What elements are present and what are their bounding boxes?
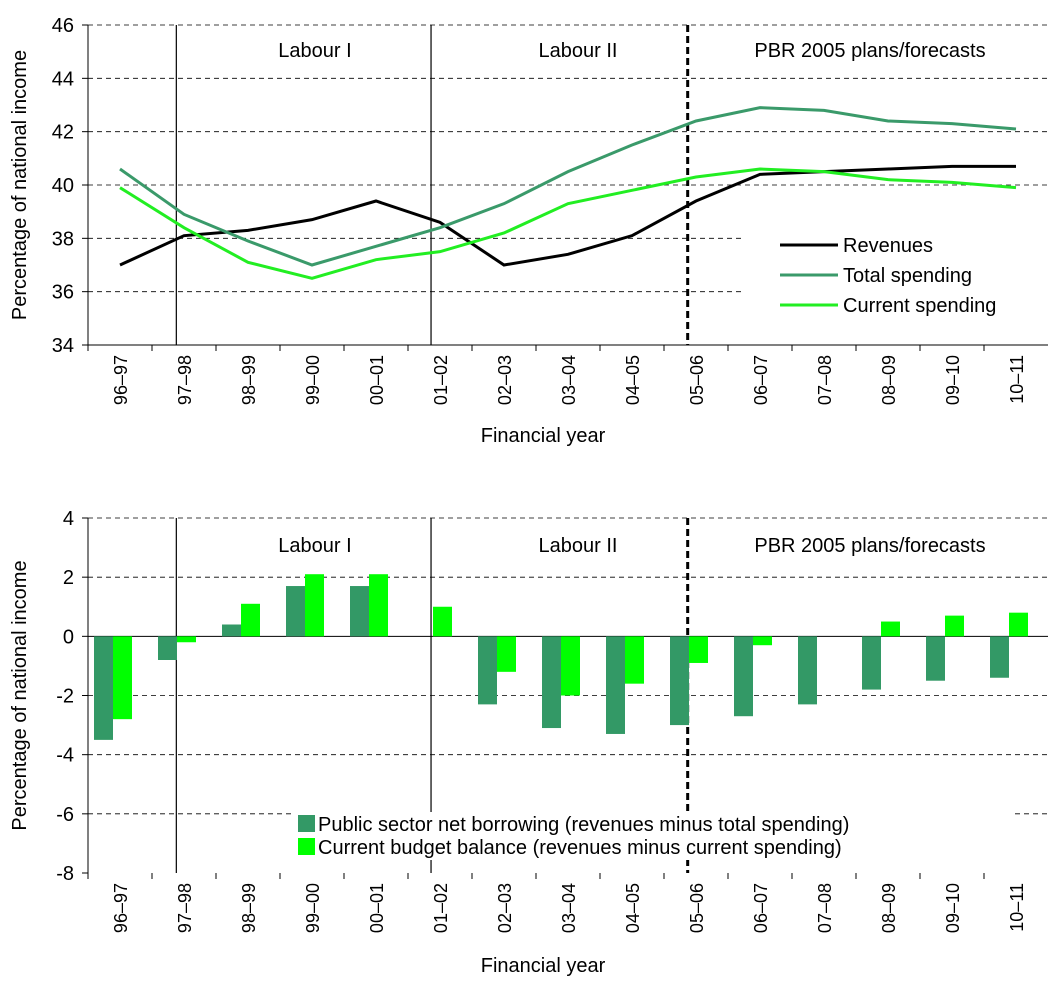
y-tick-label: -2 <box>56 686 74 708</box>
x-tick-label: 04–05 <box>623 355 643 405</box>
legend-label: Current spending <box>843 295 996 317</box>
bar <box>689 636 708 663</box>
bar <box>158 636 177 660</box>
annotation: Labour II <box>539 535 618 557</box>
bar <box>945 615 964 637</box>
bar <box>241 603 260 637</box>
x-tick-label: 00–01 <box>367 355 387 405</box>
x-tick-label: 05–06 <box>687 355 707 405</box>
x-tick-label: 98–99 <box>239 355 259 405</box>
legend-label: Public sector net borrowing (revenues mi… <box>318 814 849 836</box>
x-tick-label: 08–09 <box>879 355 899 405</box>
x-tick-label: 08–09 <box>879 883 899 933</box>
y-tick-label: 4 <box>63 508 74 530</box>
bar <box>798 636 817 705</box>
y-tick-label: -8 <box>56 863 74 885</box>
annotation: Labour I <box>278 535 351 557</box>
y-tick-label: 38 <box>52 228 74 250</box>
y-tick-label: 46 <box>52 15 74 37</box>
line-series <box>119 106 1017 267</box>
x-tick-label: 03–04 <box>559 355 579 405</box>
bar <box>542 636 561 729</box>
annotation: PBR 2005 plans/forecasts <box>754 535 985 557</box>
bar <box>113 636 132 720</box>
legend-background <box>295 812 1015 860</box>
y-tick-label: -6 <box>56 804 74 826</box>
x-tick-label: 00–01 <box>367 883 387 933</box>
bar <box>222 624 241 637</box>
x-tick-label: 98–99 <box>239 883 259 933</box>
y-axis-title: Percentage of national income <box>9 50 31 320</box>
legend-swatch <box>298 815 315 832</box>
x-tick-label: 96–97 <box>111 883 131 933</box>
y-tick-label: 2 <box>63 567 74 589</box>
bar <box>177 636 196 643</box>
line-series <box>119 164 1016 267</box>
y-tick-label: 44 <box>52 68 74 90</box>
x-tick-label: 02–03 <box>495 355 515 405</box>
annotation: PBR 2005 plans/forecasts <box>754 40 985 62</box>
x-tick-label: 09–10 <box>943 355 963 405</box>
bar <box>926 636 945 681</box>
y-tick-label: 40 <box>52 175 74 197</box>
bar <box>369 574 388 637</box>
x-tick-label: 02–03 <box>495 883 515 933</box>
x-axis-title: Financial year <box>481 425 606 447</box>
x-axis-title: Financial year <box>481 955 606 977</box>
bar <box>881 621 900 637</box>
bar <box>753 636 772 646</box>
legend-label: Current budget balance (revenues minus c… <box>318 837 842 859</box>
annotation: Labour I <box>278 40 351 62</box>
bar <box>990 636 1009 678</box>
bar <box>286 586 305 637</box>
x-tick-label: 10–11 <box>1007 883 1027 932</box>
x-tick-label: 07–08 <box>815 883 835 933</box>
y-axis-title: Percentage of national income <box>9 560 31 830</box>
bar <box>433 606 452 637</box>
bar <box>734 636 753 717</box>
bar <box>350 586 369 637</box>
y-tick-label: -4 <box>56 745 74 767</box>
annotation: Labour II <box>539 40 618 62</box>
x-tick-label: 99–00 <box>303 355 323 405</box>
x-tick-label: 03–04 <box>559 883 579 933</box>
x-tick-label: 09–10 <box>943 883 963 933</box>
y-tick-label: 42 <box>52 122 74 144</box>
x-tick-label: 01–02 <box>431 883 451 933</box>
x-tick-label: 01–02 <box>431 355 451 405</box>
x-tick-label: 97–98 <box>175 883 195 933</box>
x-tick-label: 96–97 <box>111 355 131 405</box>
x-tick-label: 05–06 <box>687 883 707 933</box>
x-tick-label: 99–00 <box>303 883 323 933</box>
legend-label: Revenues <box>843 235 933 257</box>
legend-swatch <box>298 838 315 855</box>
x-tick-label: 06–07 <box>751 355 771 405</box>
bar <box>670 636 689 726</box>
bar <box>1009 612 1028 637</box>
y-tick-label: 36 <box>52 282 74 304</box>
bar <box>606 636 625 734</box>
bar <box>561 636 580 696</box>
x-tick-label: 06–07 <box>751 883 771 933</box>
x-tick-label: 07–08 <box>815 355 835 405</box>
bar <box>497 636 516 672</box>
y-tick-label: 0 <box>63 626 74 648</box>
bar <box>862 636 881 690</box>
y-tick-label: 34 <box>52 335 74 357</box>
legend-label: Total spending <box>843 265 972 287</box>
bar <box>625 636 644 684</box>
bar <box>478 636 497 705</box>
x-tick-label: 04–05 <box>623 883 643 933</box>
x-tick-label: 10–11 <box>1007 355 1027 404</box>
x-tick-label: 97–98 <box>175 355 195 405</box>
line-series <box>119 167 1017 280</box>
bar <box>94 636 113 740</box>
bar <box>305 574 324 637</box>
